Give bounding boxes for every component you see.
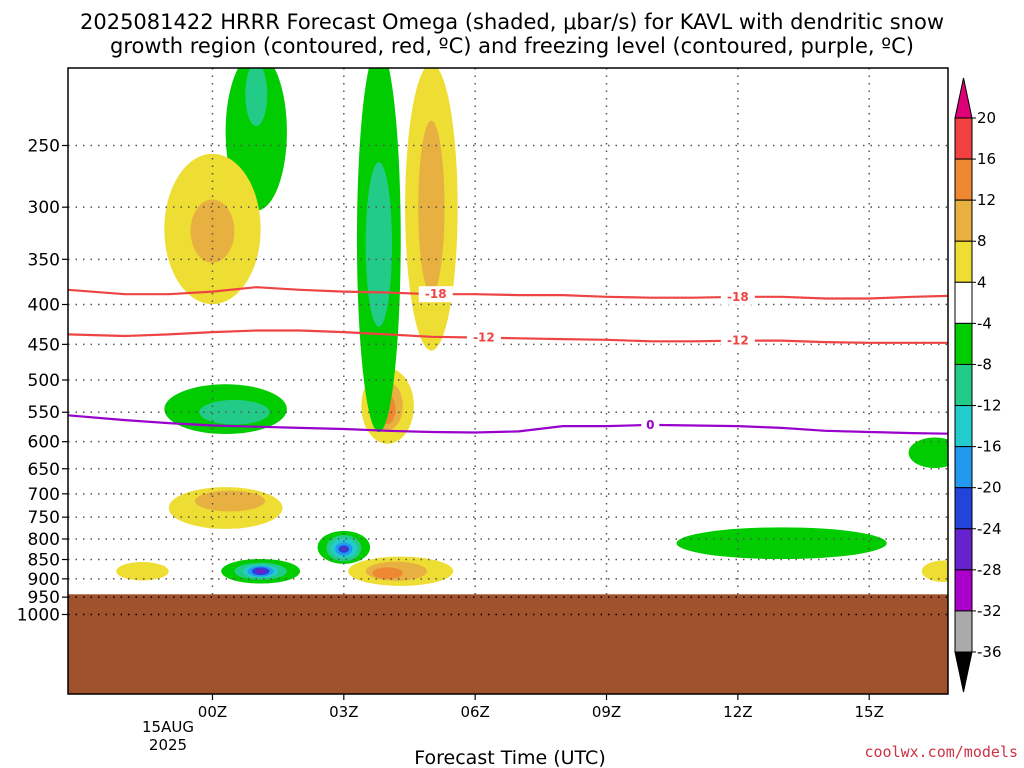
contour-label: -12 — [473, 331, 495, 345]
contour-label: 0 — [646, 418, 654, 432]
colorbar-label: -32 — [977, 602, 1002, 620]
chart-title-line1: 2025081422 HRRR Forecast Omega (shaded, … — [80, 10, 944, 34]
colorbar-segment — [954, 446, 973, 489]
y-tick-label: 250 — [28, 137, 60, 157]
x-axis-label: Forecast Time (UTC) — [414, 747, 605, 768]
colorbar-label: -24 — [977, 520, 1002, 538]
colorbar-label: -8 — [977, 355, 992, 373]
colorbar-segment — [954, 405, 973, 448]
y-axis-ticks: 2503003504004505005506006507007508008509… — [17, 137, 68, 626]
y-tick-label: 450 — [28, 335, 60, 355]
omega-region — [190, 199, 235, 263]
x-axis-ticks: 00Z 03Z 06Z 09Z 12Z 15Z — [198, 694, 884, 721]
colorbar-segment — [954, 158, 973, 201]
omega-region — [921, 560, 948, 583]
omega-region — [194, 490, 266, 512]
colorbar-segment — [954, 322, 973, 365]
y-tick-label: 500 — [28, 371, 60, 391]
y-tick-label: 950 — [28, 588, 60, 608]
x-tick-label: 00Z — [198, 703, 227, 721]
colorbar-segment — [954, 569, 973, 612]
omega-region — [418, 120, 445, 294]
credit-watermark: coolwx.com/models — [864, 743, 1018, 761]
x-tick-label: 15Z — [855, 703, 884, 721]
x-tick-label: 03Z — [329, 703, 358, 721]
colorbar-label: -36 — [977, 643, 1002, 661]
contour-label: -12 — [727, 334, 749, 348]
contour-label-bg — [418, 286, 453, 303]
plot-frame — [67, 67, 949, 695]
y-tick-label: 1000 — [17, 606, 60, 626]
colorbar-segment — [954, 281, 973, 324]
omega-region — [372, 567, 403, 579]
colorbar-label: -16 — [977, 438, 1002, 456]
y-tick-label: 600 — [28, 433, 60, 453]
omega-region — [908, 437, 948, 469]
ground-layer — [68, 594, 948, 694]
colorbar-label: -28 — [977, 561, 1002, 579]
colorbar-segment — [954, 117, 973, 160]
colorbar-label: 8 — [977, 232, 987, 250]
colorbar-label: 20 — [977, 109, 996, 127]
ground-terrain — [68, 594, 948, 694]
date-label-day: 15AUG — [142, 718, 194, 736]
y-tick-label: 350 — [28, 250, 60, 270]
colorbar-segment — [954, 240, 973, 283]
y-tick-label: 800 — [28, 530, 60, 550]
contour-label-bg — [466, 329, 501, 346]
colorbar-legend: 20 16 12 8 4 -4 -8 -12 -16 -20 -24 -28 -32 -36 — [954, 77, 1002, 693]
contour-line — [68, 286, 948, 300]
x-tick-label: 12Z — [723, 703, 752, 721]
contour-line — [68, 329, 948, 344]
colorbar-label: -4 — [977, 314, 992, 332]
colorbar-label: -12 — [977, 397, 1002, 415]
y-tick-label: 650 — [28, 460, 60, 480]
colorbar-label: -20 — [977, 479, 1002, 497]
colorbar-segment — [954, 363, 973, 407]
colorbar-segment — [954, 199, 973, 242]
y-tick-label: 400 — [28, 296, 60, 316]
colorbar-label: 4 — [977, 273, 987, 291]
x-tick-label: 06Z — [460, 703, 489, 721]
colorbar-label: 16 — [977, 150, 996, 168]
date-label-year: 2025 — [149, 736, 187, 754]
omega-region — [676, 527, 887, 560]
y-tick-label: 750 — [28, 508, 60, 528]
colorbar-top-arrow — [954, 77, 973, 119]
omega-region — [116, 562, 169, 581]
chart-title-line2: growth region (contoured, red, ºC) and f… — [110, 34, 914, 58]
colorbar-label: 12 — [977, 191, 996, 209]
temperature-contours: -18 -18 -12 -12 0 — [68, 286, 948, 435]
contour-line — [68, 414, 948, 435]
omega-region — [254, 568, 267, 574]
omega-region — [245, 68, 268, 127]
y-tick-label: 700 — [28, 485, 60, 505]
colorbar-segment — [954, 487, 973, 530]
colorbar-segment — [954, 610, 973, 653]
colorbar-segment — [954, 528, 973, 571]
contour-label-bg — [720, 332, 755, 349]
y-tick-label: 900 — [28, 570, 60, 590]
contour-label-bg — [641, 416, 660, 433]
omega-shading-layer — [116, 68, 948, 586]
contour-label-bg — [720, 288, 755, 305]
y-tick-label: 850 — [28, 551, 60, 571]
omega-region — [365, 162, 392, 327]
colorbar-bottom-arrow — [954, 651, 973, 693]
contour-label: -18 — [425, 287, 447, 301]
contour-label: -18 — [727, 290, 749, 304]
y-tick-label: 550 — [28, 403, 60, 423]
x-tick-label: 09Z — [592, 703, 621, 721]
y-tick-label: 300 — [28, 198, 60, 218]
